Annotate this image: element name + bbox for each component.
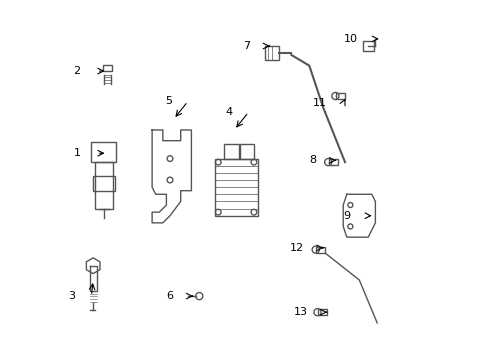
Bar xyxy=(329,159,338,165)
Text: 1: 1 xyxy=(74,148,81,158)
Text: 8: 8 xyxy=(309,156,317,165)
Text: 9: 9 xyxy=(343,211,350,221)
Bar xyxy=(265,46,279,60)
Bar xyxy=(318,309,327,315)
Text: 5: 5 xyxy=(165,96,172,107)
Text: 12: 12 xyxy=(290,243,304,253)
Text: 11: 11 xyxy=(313,98,327,108)
Text: 2: 2 xyxy=(74,66,81,76)
Text: 10: 10 xyxy=(343,34,358,44)
Bar xyxy=(224,144,239,158)
Text: 7: 7 xyxy=(243,41,250,51)
Text: 13: 13 xyxy=(294,307,308,317)
Bar xyxy=(215,158,258,216)
Text: 6: 6 xyxy=(167,291,173,301)
Bar xyxy=(92,143,117,162)
Bar xyxy=(317,247,325,252)
Bar xyxy=(336,93,345,99)
Bar xyxy=(93,176,115,191)
Bar xyxy=(363,41,373,51)
Bar xyxy=(95,162,113,208)
Text: 4: 4 xyxy=(225,107,232,117)
Bar xyxy=(103,64,112,71)
Text: 3: 3 xyxy=(68,291,75,301)
Bar xyxy=(240,144,254,158)
